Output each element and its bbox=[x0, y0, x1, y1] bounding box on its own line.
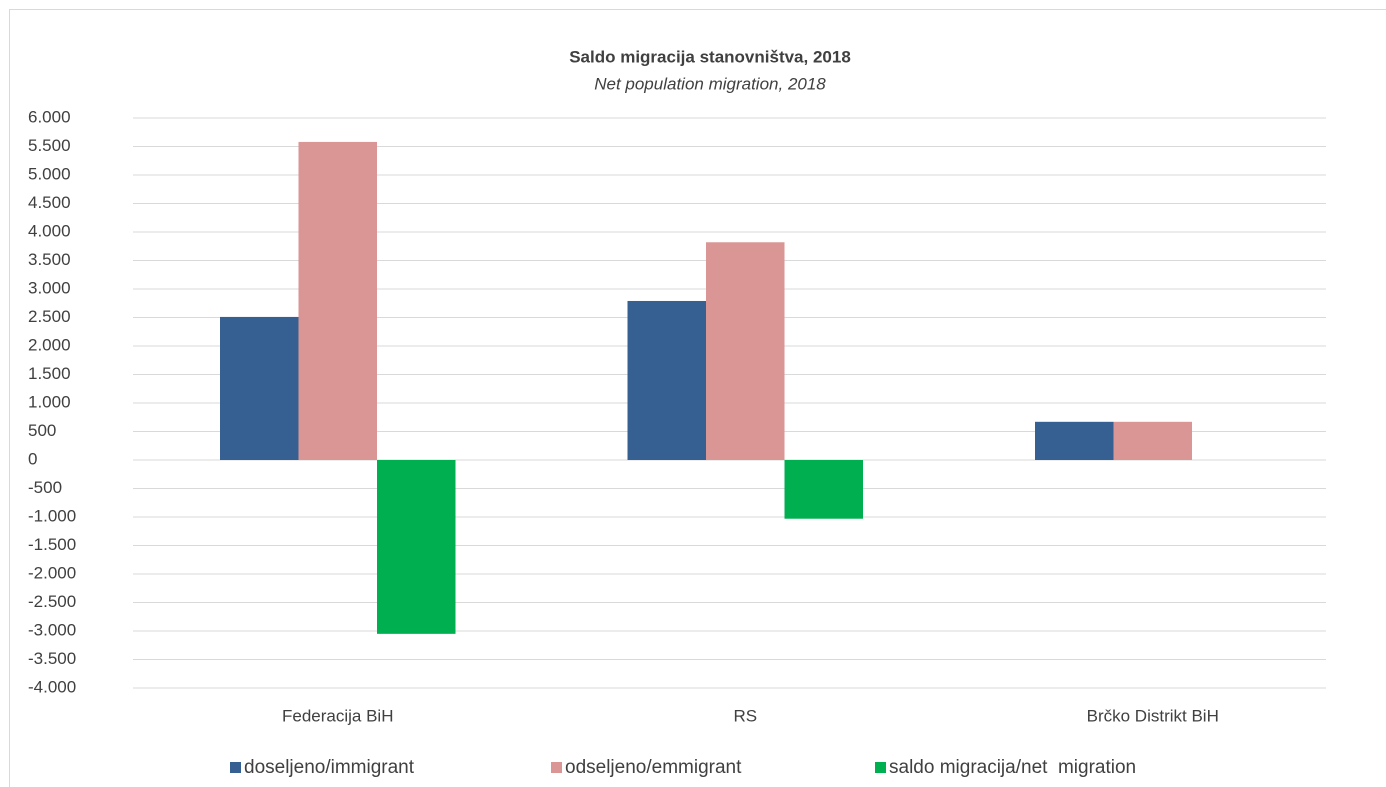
bar bbox=[1035, 421, 1114, 460]
chart-frame bbox=[9, 9, 1386, 787]
x-tick-label: RS bbox=[733, 706, 757, 725]
bar bbox=[784, 460, 863, 519]
y-tick-label: -1.000 bbox=[28, 506, 76, 525]
y-tick-label: 2.500 bbox=[28, 307, 71, 326]
y-tick-label: 2.000 bbox=[28, 335, 71, 354]
y-tick-label: 3.500 bbox=[28, 250, 71, 269]
bar bbox=[377, 460, 456, 634]
x-tick-label: Federacija BiH bbox=[282, 706, 394, 725]
x-tick-label: Brčko Distrikt BiH bbox=[1087, 706, 1219, 725]
bar bbox=[706, 242, 785, 460]
legend-swatch bbox=[875, 762, 886, 773]
y-tick-label: 1.000 bbox=[28, 392, 71, 411]
bar bbox=[1113, 421, 1192, 460]
legend-swatch bbox=[230, 762, 241, 773]
legend-swatch bbox=[551, 762, 562, 773]
y-tick-label: 6.000 bbox=[28, 107, 71, 126]
y-tick-label: -3.500 bbox=[28, 649, 76, 668]
bar bbox=[627, 300, 706, 460]
legend-label: saldo migracija/net migration bbox=[889, 757, 1136, 778]
y-tick-label: 5.000 bbox=[28, 164, 71, 183]
y-tick-label: -4.000 bbox=[28, 677, 76, 696]
bar bbox=[220, 316, 299, 460]
y-tick-label: 0 bbox=[28, 449, 37, 468]
legend-label: doseljeno/immigrant bbox=[244, 757, 415, 778]
y-tick-label: 4.500 bbox=[28, 193, 71, 212]
bar bbox=[298, 141, 377, 460]
y-tick-label: 5.500 bbox=[28, 136, 71, 155]
y-tick-label: 500 bbox=[28, 421, 56, 440]
y-tick-label: -3.000 bbox=[28, 620, 76, 639]
y-tick-label: -1.500 bbox=[28, 535, 76, 554]
y-tick-label: -2.500 bbox=[28, 592, 76, 611]
y-tick-label: 1.500 bbox=[28, 364, 71, 383]
y-tick-label: -500 bbox=[28, 478, 62, 497]
chart-title: Saldo migracija stanovništva, 2018 bbox=[569, 47, 851, 66]
y-tick-label: 3.000 bbox=[28, 278, 71, 297]
y-tick-label: -2.000 bbox=[28, 563, 76, 582]
legend-label: odseljeno/emmigrant bbox=[565, 757, 742, 778]
chart-subtitle: Net population migration, 2018 bbox=[594, 74, 826, 93]
y-tick-label: 4.000 bbox=[28, 221, 71, 240]
